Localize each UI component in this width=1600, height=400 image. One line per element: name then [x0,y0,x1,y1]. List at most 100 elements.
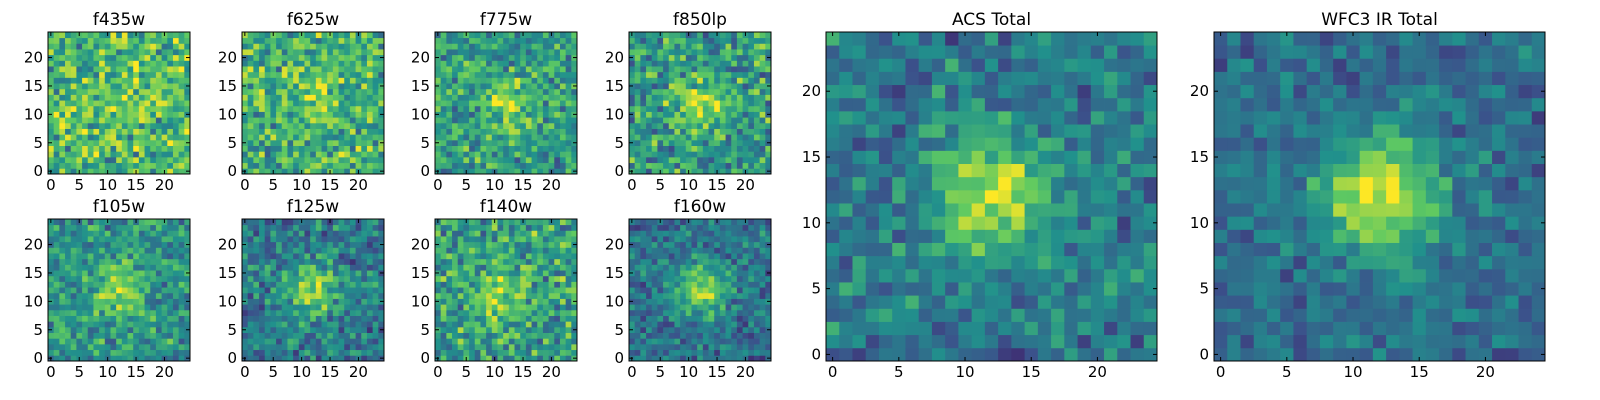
heatmap-cell [742,83,749,90]
heatmap-cell [315,298,322,305]
heatmap-cell [571,43,578,50]
heatmap-cell [110,71,117,78]
heatmap-cell [121,219,128,226]
heatmap-cell [304,258,311,265]
heatmap-cell [725,145,732,152]
heatmap-cell [537,230,544,237]
heatmap-cell [298,275,305,282]
heatmap-cell [155,100,162,107]
heatmap-cell [663,321,670,328]
heatmap-cell [657,77,664,84]
heatmap-cell [497,332,504,339]
heatmap-cell [474,32,481,39]
heatmap-cell [629,343,636,351]
heatmap-cell [446,37,453,44]
heatmap-cell [372,88,379,95]
heatmap-cell [725,275,732,282]
heatmap-cell [736,77,743,84]
heatmap-cell [304,309,311,316]
heatmap-cell [327,338,334,345]
heatmap-cell [508,94,515,101]
heatmap-cell [321,100,328,107]
heatmap-cell [161,287,168,294]
heatmap-cell [104,77,111,84]
heatmap-cell [651,66,658,73]
heatmap-cell [87,292,94,299]
heatmap-cell [525,77,532,84]
heatmap-cell [372,292,379,299]
heatmap-cell [446,83,453,90]
heatmap-cell [76,88,83,95]
heatmap-cell [531,162,538,169]
heatmap-cell [719,128,726,135]
heatmap-cell [514,83,521,90]
heatmap-cell [150,66,157,73]
heatmap-cell [70,128,77,135]
heatmap-cell [65,117,72,124]
heatmap-cell [366,145,374,152]
x-tick-label: 5 [461,176,471,194]
heatmap-cell [293,83,300,90]
heatmap-cell [731,117,738,124]
heatmap-cell [253,43,260,50]
heatmap-cell [725,139,732,146]
heatmap-cell [457,100,464,107]
heatmap-cell [361,128,368,135]
heatmap-cell [571,37,578,44]
heatmap-cell [525,304,532,311]
heatmap-cell [127,338,134,345]
heatmap-cell [304,71,311,78]
heatmap-cell [59,264,66,271]
heatmap-cell [82,162,89,169]
heatmap-cell [714,100,721,107]
heatmap-cell [691,134,698,141]
heatmap-cell [349,355,356,362]
heatmap-cell [520,338,527,345]
heatmap-cell [708,338,715,345]
heatmap-cell [446,253,453,260]
heatmap-cell [691,292,698,299]
heatmap-cell [531,247,538,254]
heatmap-cell [640,37,647,44]
heatmap-cell [53,338,60,345]
heatmap-cell [497,83,504,90]
heatmap-cell [646,304,653,311]
heatmap-cell [497,105,504,112]
heatmap-cell [310,275,317,282]
heatmap-cell [144,264,151,271]
heatmap-cell [480,43,487,50]
heatmap-cell [287,66,294,73]
heatmap-cell [144,151,151,158]
heatmap-cell [287,315,294,322]
heatmap-cell [691,77,698,84]
heatmap-cell [253,343,260,351]
heatmap-cell [736,145,743,152]
heatmap-cell [53,253,60,260]
heatmap-cell [110,43,117,50]
heatmap-cell [640,49,647,56]
heatmap-cell [281,326,288,333]
heatmap-cell [378,236,385,243]
heatmap-cell [70,349,77,356]
x-tick-label: 0 [240,176,250,194]
heatmap-cell [93,49,100,56]
heatmap-cell [565,162,572,169]
heatmap-cell [565,54,572,61]
heatmap-cell [634,298,641,305]
heatmap-cell [503,292,510,299]
heatmap-cell [127,247,134,254]
heatmap-cell [293,304,300,311]
heatmap-cell [178,111,185,118]
heatmap-cell [474,168,481,175]
heatmap-cell [469,309,476,316]
heatmap-cell [110,287,117,294]
heatmap-cell [287,343,294,351]
heatmap-cell [121,128,128,135]
heatmap-cell [48,77,55,84]
heatmap-cell [315,332,322,339]
heatmap-cell [293,281,300,288]
heatmap-cell [565,270,572,277]
heatmap-cell [161,338,168,345]
x-tick-label: 5 [461,363,471,381]
heatmap-cell [315,122,322,129]
